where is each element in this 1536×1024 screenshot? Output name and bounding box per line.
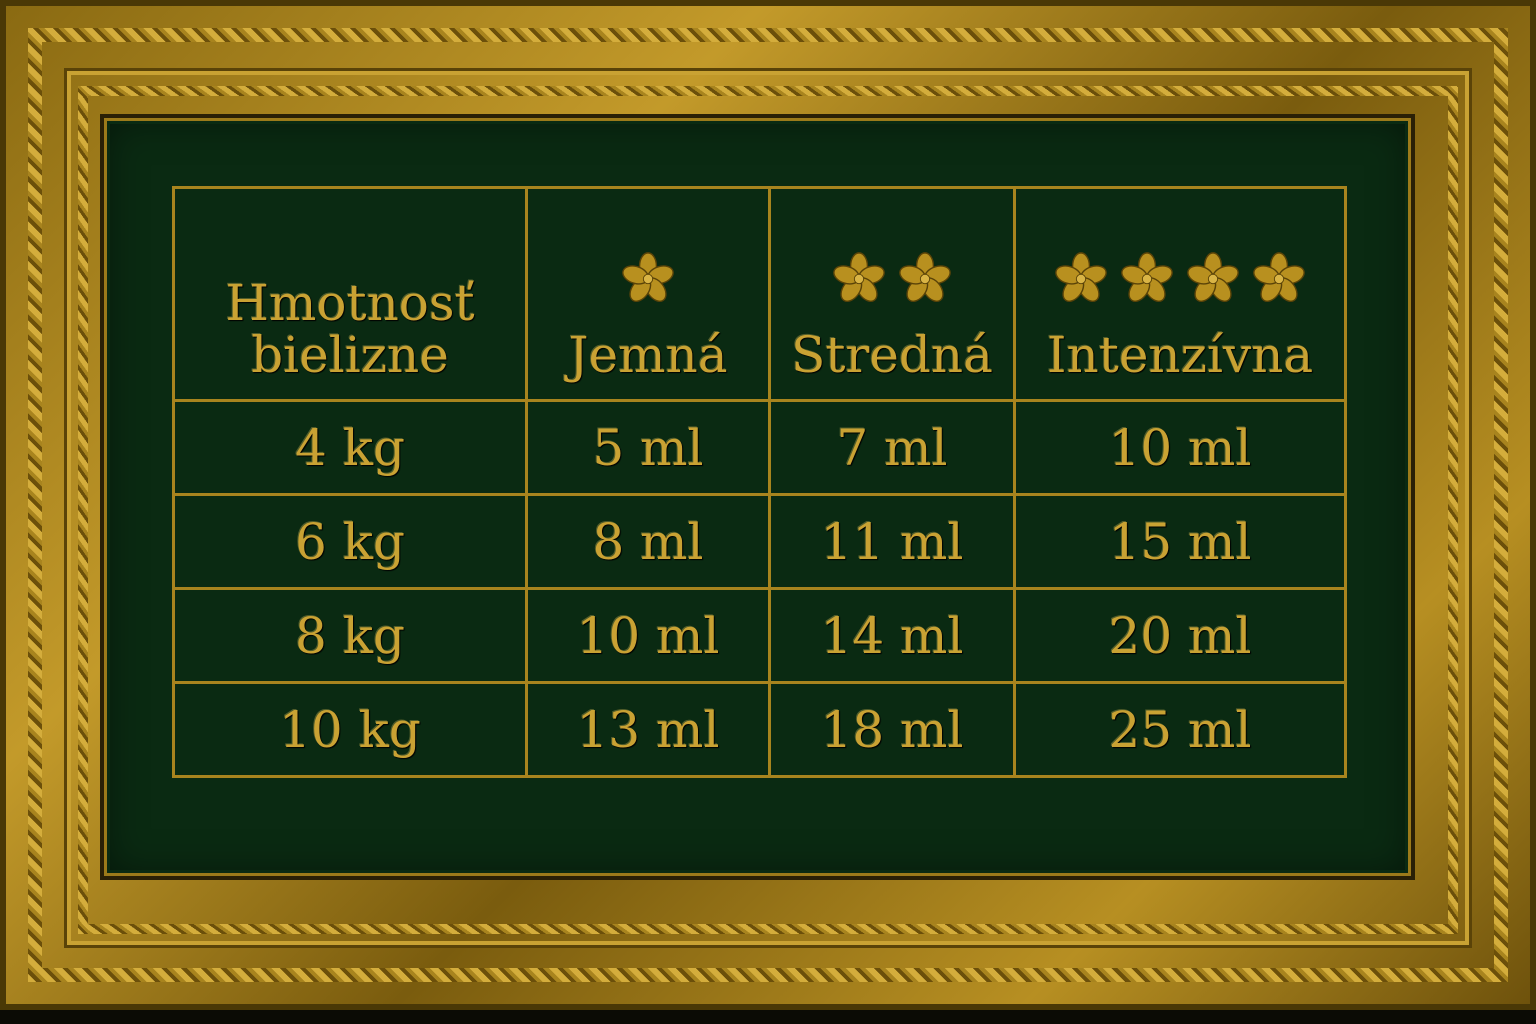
dosage-table: Hmotnosť bielizne Jemná Stredná Intenzív…	[172, 186, 1347, 778]
table-cell: 15 ml	[1013, 493, 1347, 590]
table-cell: 7 ml	[768, 399, 1016, 496]
table-cell: 10 kg	[172, 681, 528, 778]
table-row: 4 kg 5 ml 7 ml 10 ml	[172, 399, 1347, 496]
table-cell: 10 ml	[525, 587, 771, 684]
header-label: Intenzívna	[1046, 326, 1314, 384]
table-cell: 25 ml	[1013, 681, 1347, 778]
header-medium: Stredná	[768, 186, 1016, 402]
flower-icon	[1055, 252, 1107, 302]
table-cell: 18 ml	[768, 681, 1016, 778]
table-cell: 5 ml	[525, 399, 771, 496]
table-cell: 8 ml	[525, 493, 771, 590]
table-cell: 10 ml	[1013, 399, 1347, 496]
table-cell: 4 kg	[172, 399, 528, 496]
header-intensive: Intenzívna	[1013, 186, 1347, 402]
flower-icon	[833, 252, 885, 302]
table-row: 8 kg 10 ml 14 ml 20 ml	[172, 587, 1347, 684]
table-cell: 11 ml	[768, 493, 1016, 590]
flower-icon	[899, 252, 951, 302]
flower-icon	[622, 252, 674, 302]
header-label: Hmotnosť bielizne	[225, 274, 475, 384]
table-row: 6 kg 8 ml 11 ml 15 ml	[172, 493, 1347, 590]
header-weight: Hmotnosť bielizne	[172, 186, 528, 402]
header-label: Jemná	[568, 326, 728, 384]
table-row: 10 kg 13 ml 18 ml 25 ml	[172, 681, 1347, 778]
flower-icon	[1253, 252, 1305, 302]
table-cell: 20 ml	[1013, 587, 1347, 684]
table-cell: 6 kg	[172, 493, 528, 590]
header-gentle: Jemná	[525, 186, 771, 402]
flower-icon	[1187, 252, 1239, 302]
header-label: Stredná	[791, 326, 993, 384]
table-cell: 14 ml	[768, 587, 1016, 684]
table-cell: 8 kg	[172, 587, 528, 684]
header-row: Hmotnosť bielizne Jemná Stredná Intenzív…	[172, 186, 1347, 402]
flower-icon	[1121, 252, 1173, 302]
frame-bevel	[64, 68, 1472, 948]
table-cell: 13 ml	[525, 681, 771, 778]
